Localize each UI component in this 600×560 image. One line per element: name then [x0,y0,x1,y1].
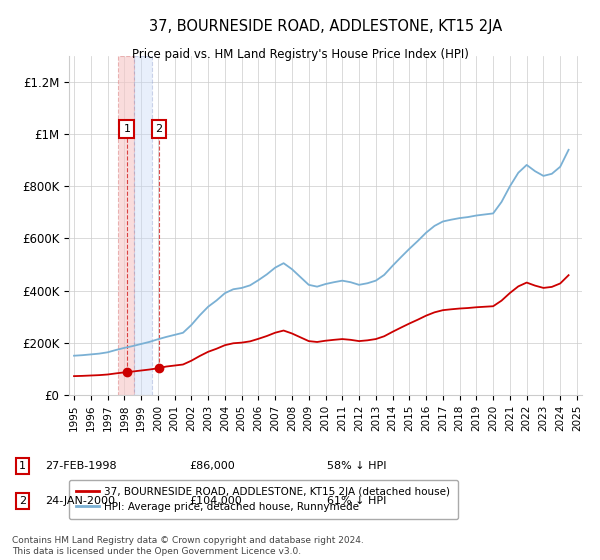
Text: Contains HM Land Registry data © Crown copyright and database right 2024.
This d: Contains HM Land Registry data © Crown c… [12,536,364,556]
Text: 24-JAN-2000: 24-JAN-2000 [45,496,115,506]
Text: 61% ↓ HPI: 61% ↓ HPI [327,496,386,506]
Text: Price paid vs. HM Land Registry's House Price Index (HPI): Price paid vs. HM Land Registry's House … [131,48,469,60]
Legend: 37, BOURNESIDE ROAD, ADDLESTONE, KT15 2JA (detached house), HPI: Average price, : 37, BOURNESIDE ROAD, ADDLESTONE, KT15 2J… [69,479,458,520]
Bar [118,56,134,395]
Title: 37, BOURNESIDE ROAD, ADDLESTONE, KT15 2JA: 37, BOURNESIDE ROAD, ADDLESTONE, KT15 2J… [149,19,502,34]
Text: £104,000: £104,000 [189,496,242,506]
Text: 58% ↓ HPI: 58% ↓ HPI [327,461,386,471]
Bar [134,56,152,395]
Text: £86,000: £86,000 [189,461,235,471]
Text: 1: 1 [19,461,26,471]
Text: 1: 1 [124,124,130,134]
Text: 2: 2 [155,124,163,134]
Text: 2: 2 [19,496,26,506]
Text: 27-FEB-1998: 27-FEB-1998 [45,461,116,471]
